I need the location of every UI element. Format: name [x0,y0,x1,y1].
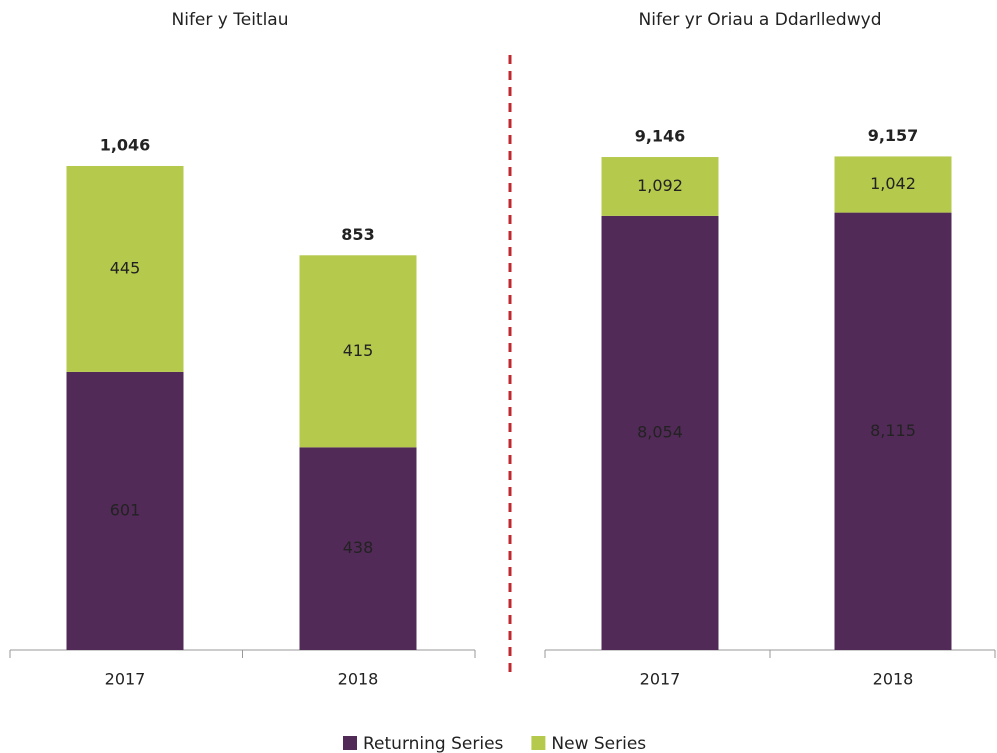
x-tick-label: 2018 [873,670,914,689]
data-label: 445 [110,258,141,277]
total-label: 853 [341,225,374,244]
bar-segment [66,371,184,650]
chart-title: Nifer yr Oriau a Ddarlledwyd [639,10,882,30]
data-label: 8,054 [637,422,683,441]
legend-label: New Series [551,734,646,753]
data-label: 438 [343,538,374,557]
x-tick-label: 2017 [105,670,146,689]
data-label: 601 [110,500,141,519]
bar-segment [299,447,417,650]
legend-swatch [343,736,357,750]
data-label: 1,042 [870,174,916,193]
bar-segment [834,156,952,213]
x-tick-label: 2017 [640,670,681,689]
legend-swatch [531,736,546,750]
data-label: 415 [343,341,374,360]
legend-label: Returning Series [363,734,504,753]
data-label: 1,092 [637,176,683,195]
chart-title: Nifer y Teitlau [172,10,289,30]
total-label: 9,146 [635,127,686,146]
bar-segment [299,255,417,448]
x-tick-label: 2018 [338,670,379,689]
bar-segment [601,215,719,650]
total-label: 1,046 [100,135,151,154]
bar-segment [834,212,952,650]
data-label: 8,115 [870,421,916,440]
total-label: 9,157 [868,126,919,145]
bar-segment [66,165,184,372]
bar-segment [601,157,719,216]
